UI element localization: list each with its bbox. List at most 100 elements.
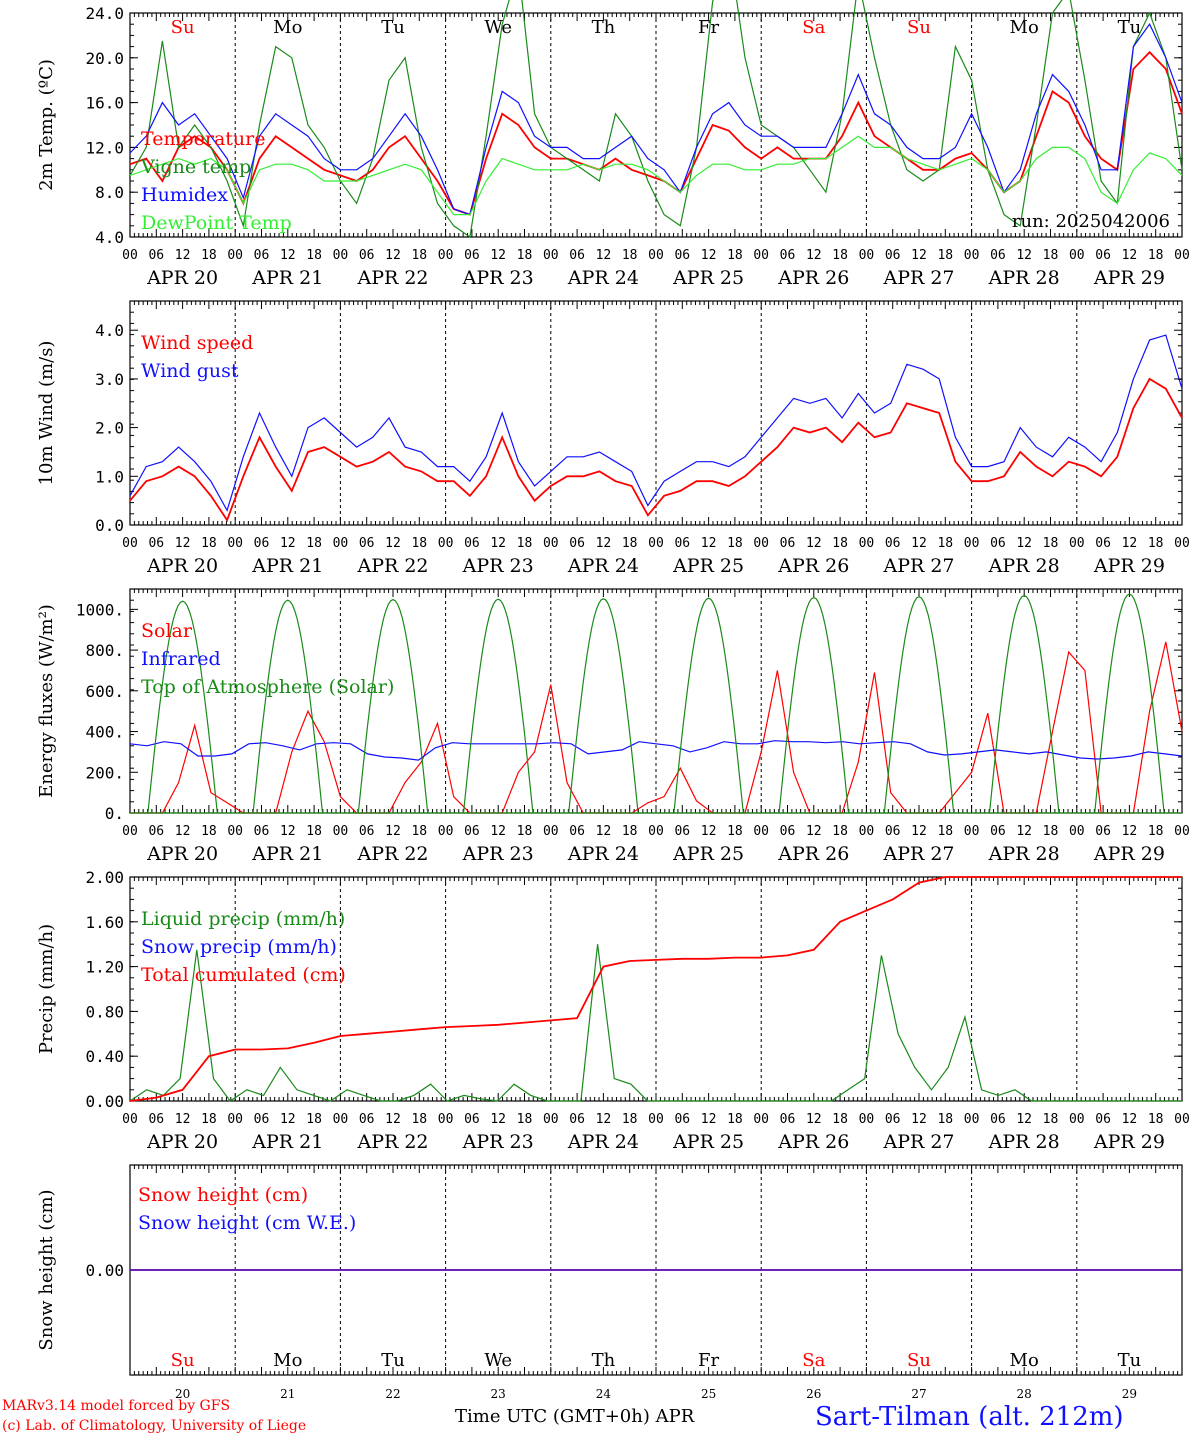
series-wind-gust	[129, 334, 1183, 512]
hour-tick-label: 06	[1095, 536, 1111, 551]
hour-tick-label: 12	[806, 1112, 822, 1127]
hour-tick-label: 18	[411, 536, 427, 551]
hour-tick-label: 18	[517, 824, 533, 839]
credit-line-2: (c) Lab. of Climatology, University of L…	[2, 1418, 307, 1434]
series-top-of-atmosphere-solar-	[147, 593, 1165, 814]
hour-tick-label: 06	[148, 824, 164, 839]
day-name: Fr	[698, 17, 719, 38]
hour-tick-label: 06	[885, 248, 901, 263]
y-tick-label: 12.0	[85, 138, 124, 157]
date-label: APR 26	[777, 843, 849, 865]
hour-tick-label: 18	[411, 1112, 427, 1127]
hour-tick-label: 00	[1174, 1112, 1190, 1127]
legend-entry: Solar	[141, 620, 193, 642]
hour-tick-label: 18	[937, 1112, 953, 1127]
hour-tick-label: 12	[1122, 824, 1138, 839]
hour-tick-label: 18	[517, 248, 533, 263]
day-number: 20	[175, 1387, 190, 1401]
hour-tick-label: 06	[148, 536, 164, 551]
date-label: APR 26	[777, 555, 849, 577]
hour-tick-label: 18	[622, 248, 638, 263]
date-label: APR 24	[567, 843, 639, 865]
hour-tick-label: 00	[753, 536, 769, 551]
hour-tick-label: 12	[1016, 248, 1032, 263]
day-name: Su	[171, 17, 195, 38]
day-number: 22	[385, 1387, 400, 1401]
y-tick-label: 0.80	[85, 1002, 124, 1021]
date-label: APR 26	[777, 267, 849, 289]
hour-tick-label: 06	[1095, 824, 1111, 839]
day-name: Mo	[273, 17, 302, 38]
hour-tick-label: 06	[359, 248, 375, 263]
hour-tick-label: 00	[1069, 1112, 1085, 1127]
day-name: Sa	[802, 17, 825, 38]
hour-tick-label: 12	[911, 824, 927, 839]
day-name: Tu	[381, 1350, 405, 1371]
y-tick-label: 8.0	[95, 183, 124, 202]
panel-2-frame	[129, 300, 1183, 526]
date-label: APR 25	[672, 843, 744, 865]
hour-tick-label: 18	[832, 536, 848, 551]
hour-tick-label: 06	[148, 248, 164, 263]
date-label: APR 28	[988, 843, 1060, 865]
y-tick-label: 1.20	[85, 958, 124, 977]
hour-tick-label: 18	[411, 248, 427, 263]
hour-tick-label: 12	[175, 248, 191, 263]
hour-tick-label: 06	[359, 824, 375, 839]
hour-tick-label: 06	[254, 536, 270, 551]
day-name: Th	[592, 17, 616, 38]
hour-tick-label: 00	[753, 1112, 769, 1127]
hour-tick-label: 12	[280, 248, 296, 263]
hour-tick-label: 18	[937, 536, 953, 551]
hour-tick-label: 18	[1148, 1112, 1164, 1127]
date-label: APR 23	[462, 267, 534, 289]
hour-tick-label: 00	[543, 1112, 559, 1127]
hour-tick-label: 12	[911, 248, 927, 263]
date-label: APR 20	[146, 1131, 218, 1153]
hour-tick-label: 12	[1122, 536, 1138, 551]
hour-tick-label: 18	[1043, 824, 1059, 839]
day-name: Mo	[1010, 1350, 1039, 1371]
hour-tick-label: 18	[832, 248, 848, 263]
legend-entry: Snow precip (mm/h)	[141, 936, 337, 958]
day-number: 24	[596, 1387, 612, 1401]
date-label: APR 24	[567, 267, 639, 289]
day-name: Mo	[1010, 17, 1039, 38]
date-label: APR 23	[462, 1131, 534, 1153]
hour-tick-label: 00	[227, 1112, 243, 1127]
hour-tick-label: 12	[701, 1112, 717, 1127]
y-tick-label: 0.0	[95, 516, 124, 535]
hour-tick-label: 18	[201, 824, 217, 839]
hour-tick-label: 00	[964, 536, 980, 551]
day-name: Sa	[802, 1350, 825, 1371]
hour-tick-label: 06	[464, 1112, 480, 1127]
hour-tick-label: 12	[385, 1112, 401, 1127]
hour-tick-label: 12	[701, 248, 717, 263]
hour-tick-label: 00	[964, 248, 980, 263]
date-label: APR 25	[672, 267, 744, 289]
y-tick-label: 20.0	[85, 49, 124, 68]
hour-tick-label: 06	[885, 1112, 901, 1127]
date-label: APR 24	[567, 555, 639, 577]
day-name: Th	[592, 1350, 616, 1371]
hour-tick-label: 06	[254, 824, 270, 839]
hour-tick-label: 12	[806, 536, 822, 551]
date-label: APR 28	[988, 1131, 1060, 1153]
y-tick-label: 16.0	[85, 94, 124, 113]
date-label: APR 27	[882, 1131, 954, 1153]
date-label: APR 25	[672, 1131, 744, 1153]
hour-tick-label: 12	[701, 824, 717, 839]
hour-tick-label: 00	[1069, 536, 1085, 551]
day-name: Mo	[273, 1350, 302, 1371]
hour-tick-label: 00	[438, 1112, 454, 1127]
hour-tick-label: 12	[490, 1112, 506, 1127]
y-tick-label: 2.00	[85, 868, 124, 887]
legend-entry: Humidex	[141, 184, 228, 206]
hour-tick-label: 06	[464, 248, 480, 263]
date-label: APR 28	[988, 555, 1060, 577]
hour-tick-label: 06	[674, 1112, 690, 1127]
x-axis-title-text: Time UTC (GMT+0h)	[455, 1406, 650, 1427]
hour-tick-label: 00	[438, 536, 454, 551]
hour-tick-label: 12	[385, 536, 401, 551]
hour-tick-label: 00	[964, 824, 980, 839]
